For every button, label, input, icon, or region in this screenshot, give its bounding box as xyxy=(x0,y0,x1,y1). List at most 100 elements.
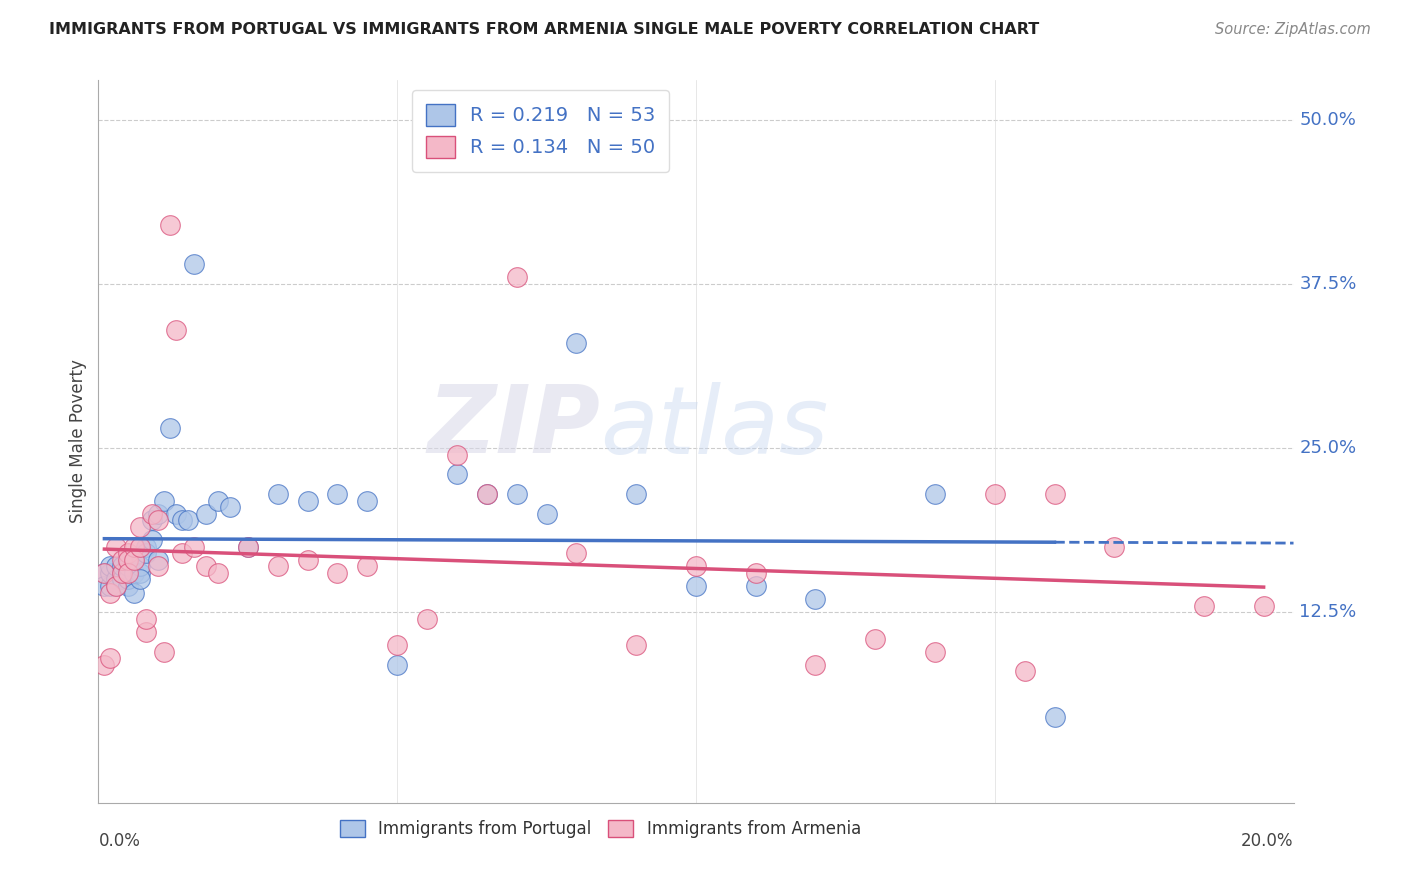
Point xyxy=(153,493,176,508)
Point xyxy=(105,540,128,554)
Point xyxy=(117,566,139,580)
Point xyxy=(129,573,152,587)
Point xyxy=(685,579,707,593)
Point xyxy=(385,657,409,672)
Point xyxy=(446,467,468,482)
Point xyxy=(195,507,218,521)
Point xyxy=(177,513,200,527)
Point xyxy=(117,559,139,574)
Point xyxy=(416,612,439,626)
Point xyxy=(124,553,146,567)
Point xyxy=(141,533,163,547)
Point xyxy=(565,546,588,560)
Point xyxy=(98,579,122,593)
Point xyxy=(111,553,134,567)
Point xyxy=(148,559,170,574)
Point xyxy=(124,566,146,580)
Point xyxy=(865,632,887,646)
Point xyxy=(98,566,122,580)
Point xyxy=(172,546,194,560)
Point xyxy=(135,546,157,560)
Point xyxy=(385,638,409,652)
Point xyxy=(626,487,648,501)
Point xyxy=(297,493,319,508)
Point xyxy=(111,559,134,574)
Text: 25.0%: 25.0% xyxy=(1299,439,1357,457)
Point xyxy=(1043,487,1066,501)
Point xyxy=(326,487,349,501)
Point xyxy=(356,493,378,508)
Point xyxy=(626,638,648,652)
Point xyxy=(148,553,170,567)
Point xyxy=(1253,599,1275,613)
Text: Source: ZipAtlas.com: Source: ZipAtlas.com xyxy=(1215,22,1371,37)
Point xyxy=(135,612,157,626)
Point xyxy=(165,323,187,337)
Point xyxy=(117,566,139,580)
Point xyxy=(506,487,529,501)
Point xyxy=(129,559,152,574)
Point xyxy=(98,559,122,574)
Text: 20.0%: 20.0% xyxy=(1241,831,1294,850)
Point xyxy=(984,487,1007,501)
Point xyxy=(93,657,115,672)
Point xyxy=(124,553,146,567)
Point xyxy=(804,592,827,607)
Point xyxy=(148,507,170,521)
Point xyxy=(165,507,187,521)
Point xyxy=(111,566,134,580)
Point xyxy=(1043,710,1066,724)
Point xyxy=(105,559,128,574)
Text: IMMIGRANTS FROM PORTUGAL VS IMMIGRANTS FROM ARMENIA SINGLE MALE POVERTY CORRELAT: IMMIGRANTS FROM PORTUGAL VS IMMIGRANTS F… xyxy=(49,22,1039,37)
Point xyxy=(446,448,468,462)
Text: atlas: atlas xyxy=(600,382,828,473)
Point xyxy=(129,520,152,534)
Point xyxy=(141,507,163,521)
Point xyxy=(924,645,946,659)
Point xyxy=(105,573,128,587)
Point xyxy=(267,559,290,574)
Point xyxy=(565,336,588,351)
Point xyxy=(745,579,768,593)
Point xyxy=(804,657,827,672)
Point xyxy=(129,566,152,580)
Text: ZIP: ZIP xyxy=(427,381,600,473)
Point xyxy=(111,566,134,580)
Point xyxy=(98,651,122,665)
Point xyxy=(236,540,259,554)
Point xyxy=(183,257,205,271)
Point xyxy=(536,507,558,521)
Point xyxy=(117,553,139,567)
Point xyxy=(105,579,128,593)
Point xyxy=(153,645,176,659)
Point xyxy=(924,487,946,501)
Point xyxy=(219,500,242,515)
Point xyxy=(475,487,498,501)
Point xyxy=(1014,665,1036,679)
Point xyxy=(195,559,218,574)
Point xyxy=(297,553,319,567)
Point xyxy=(93,566,115,580)
Point xyxy=(506,270,529,285)
Point xyxy=(129,540,152,554)
Point xyxy=(1104,540,1126,554)
Point xyxy=(93,566,115,580)
Point xyxy=(172,513,194,527)
Legend: Immigrants from Portugal, Immigrants from Armenia: Immigrants from Portugal, Immigrants fro… xyxy=(333,814,868,845)
Point xyxy=(141,513,163,527)
Point xyxy=(207,566,229,580)
Point xyxy=(117,546,139,560)
Point xyxy=(207,493,229,508)
Point xyxy=(183,540,205,554)
Point xyxy=(159,218,181,232)
Point xyxy=(135,540,157,554)
Point xyxy=(685,559,707,574)
Point xyxy=(117,579,139,593)
Y-axis label: Single Male Poverty: Single Male Poverty xyxy=(69,359,87,524)
Point xyxy=(93,579,115,593)
Point xyxy=(159,421,181,435)
Point xyxy=(326,566,349,580)
Point xyxy=(745,566,768,580)
Point xyxy=(98,585,122,599)
Point xyxy=(124,585,146,599)
